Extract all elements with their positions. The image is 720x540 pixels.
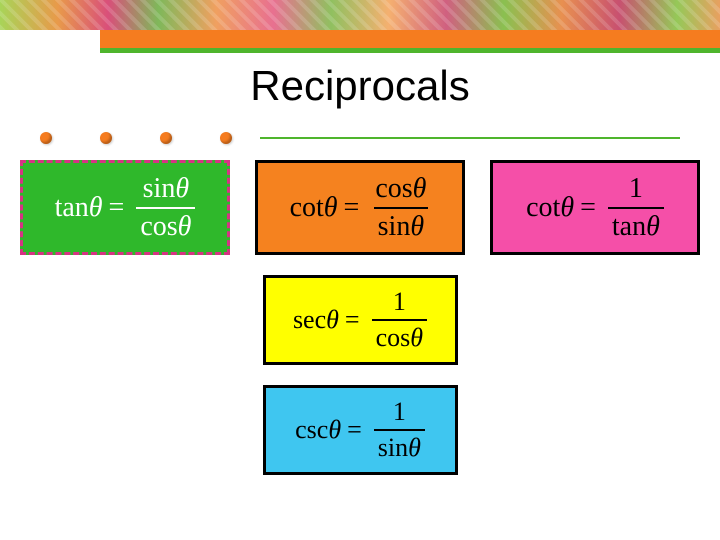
theta-symbol: θ [326,305,339,335]
equals-sign: = [109,192,125,224]
theta-symbol: θ [328,415,341,445]
theta-symbol: θ [413,173,427,204]
theta-symbol: θ [410,211,424,242]
numerator-text: 1 [625,173,647,207]
fn-name: tan [55,192,89,224]
fn-name: cot [526,192,560,224]
bullet-row [40,132,680,144]
numerator-fn: cos [375,173,412,204]
equals-sign: = [347,415,362,445]
denominator-fn: sin [378,211,411,242]
green-accent-line [100,48,720,53]
numerator-fn: sin [143,173,176,204]
denominator-fn: tan [612,211,646,242]
denominator-fn: cos [140,211,177,242]
theta-symbol: θ [560,192,574,224]
theta-symbol: θ [410,323,423,352]
equals-sign: = [344,192,360,224]
formula-row-1: tan θ = sinθ cosθ cot θ = cosθ sinθ cot … [20,160,700,255]
formula-tan: tan θ = sinθ cosθ [20,160,230,255]
bullet-dot [160,132,172,144]
bullet-dot [220,132,232,144]
bullet-divider-line [260,137,680,139]
numerator-text: 1 [389,287,410,319]
equals-sign: = [345,305,360,335]
bullet-dot [40,132,52,144]
formula-csc: csc θ = 1 sinθ [263,385,458,475]
formula-cot-ratio: cot θ = cosθ sinθ [255,160,465,255]
theta-symbol: θ [178,211,192,242]
denominator-fn: cos [376,323,411,352]
formula-row-3: csc θ = 1 sinθ [0,385,720,475]
formula-row-2: sec θ = 1 cosθ [0,275,720,365]
formula-sec: sec θ = 1 cosθ [263,275,458,365]
denominator-fn: sin [378,433,408,462]
numerator-text: 1 [389,397,410,429]
page-title: Reciprocals [0,62,720,110]
bullet-dot [100,132,112,144]
fn-name: cot [290,192,324,224]
theta-symbol: θ [324,192,338,224]
orange-accent-bar [100,30,720,48]
fn-name: sec [293,305,326,335]
equals-sign: = [580,192,596,224]
decorative-top-banner [0,0,720,30]
theta-symbol: θ [175,173,189,204]
formula-cot-reciprocal: cot θ = 1 tanθ [490,160,700,255]
fn-name: csc [295,415,328,445]
theta-symbol: θ [89,192,103,224]
theta-symbol: θ [408,433,421,462]
theta-symbol: θ [646,211,660,242]
